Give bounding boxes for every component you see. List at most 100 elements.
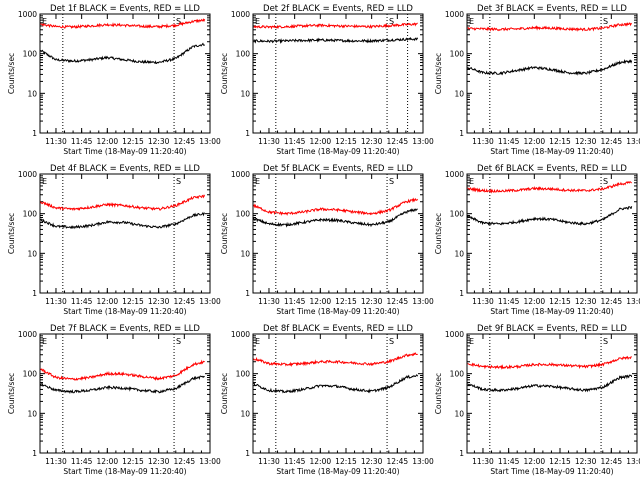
x-tick-label: 12:45 (601, 297, 623, 306)
x-tick-label: 13:00 (626, 297, 640, 306)
panel-title: Det 6f BLACK = Events, RED = LLD (477, 164, 627, 174)
lld-series-line (40, 18, 206, 30)
x-tick-label: 12:30 (148, 457, 170, 466)
x-axis-label: Start Time (18-May-09 11:20:40) (490, 147, 613, 156)
y-tick-label: 10 (240, 409, 250, 418)
x-tick-label: 12:15 (335, 297, 357, 306)
x-tick-label: 11:30 (45, 297, 67, 306)
y-tick-label: 1 (459, 129, 464, 138)
x-tick-label: 12:15 (549, 297, 571, 306)
x-tick-label: 11:45 (498, 137, 520, 146)
y-axis-label: Counts/sec (220, 213, 229, 254)
events-series-line (40, 211, 206, 230)
x-tick-label: 12:45 (174, 457, 196, 466)
x-axis-label: Start Time (18-May-09 11:20:40) (276, 307, 399, 316)
y-tick-label: 1 (459, 289, 464, 298)
x-axis-label: Start Time (18-May-09 11:20:40) (276, 467, 399, 476)
y-tick-label: 10 (240, 249, 250, 258)
x-tick-label: 12:00 (97, 457, 119, 466)
y-axis-label: Counts/sec (7, 53, 16, 94)
marker-e: E (42, 17, 47, 26)
x-tick-label: 12:30 (148, 137, 170, 146)
x-tick-label: 12:30 (575, 297, 597, 306)
y-tick-label: 100 (236, 370, 251, 379)
y-tick-label: 100 (236, 50, 251, 59)
plot-frame (252, 333, 424, 454)
y-tick-label: 10 (454, 89, 464, 98)
x-axis-label: Start Time (18-May-09 11:20:40) (276, 147, 399, 156)
marker-s: S (176, 337, 181, 346)
marker-e: E (255, 177, 260, 186)
x-tick-label: 11:30 (472, 457, 494, 466)
x-tick-label: 12:00 (524, 137, 546, 146)
x-axis-label: Start Time (18-May-09 11:20:40) (490, 467, 613, 476)
y-tick-label: 1000 (231, 170, 250, 179)
x-tick-label: 13:00 (412, 297, 434, 306)
x-axis-label: Start Time (18-May-09 11:20:40) (490, 307, 613, 316)
plot-frame (39, 13, 211, 134)
x-tick-label: 12:00 (524, 457, 546, 466)
x-tick-label: 12:30 (361, 297, 383, 306)
marker-s: S (603, 177, 608, 186)
events-series-line (467, 374, 633, 393)
marker-s: S (389, 17, 394, 26)
x-tick-label: 12:15 (549, 137, 571, 146)
y-axis-label: Counts/sec (7, 373, 16, 414)
panel-title: Det 8f BLACK = Events, RED = LLD (263, 324, 413, 334)
y-tick-label: 100 (236, 210, 251, 219)
x-tick-label: 12:00 (310, 297, 332, 306)
lld-series-line (253, 22, 418, 30)
x-tick-label: 12:00 (310, 137, 332, 146)
x-tick-label: 13:00 (626, 457, 640, 466)
y-tick-label: 10 (454, 409, 464, 418)
y-tick-label: 1 (32, 129, 37, 138)
y-tick-label: 100 (450, 370, 465, 379)
marker-e: E (469, 177, 474, 186)
x-tick-label: 13:00 (412, 457, 434, 466)
y-axis-label: Counts/sec (434, 213, 443, 254)
x-tick-label: 12:30 (361, 137, 383, 146)
x-tick-label: 12:15 (549, 457, 571, 466)
x-tick-label: 12:15 (335, 137, 357, 146)
x-tick-label: 11:30 (45, 457, 67, 466)
y-tick-label: 10 (454, 249, 464, 258)
lld-series-line (253, 197, 419, 216)
x-tick-label: 12:15 (122, 457, 144, 466)
events-series-line (467, 58, 633, 76)
x-tick-label: 12:45 (174, 297, 196, 306)
y-tick-label: 1000 (231, 10, 250, 19)
lld-series-line (253, 352, 418, 367)
x-tick-label: 11:45 (284, 457, 306, 466)
y-axis-label: Counts/sec (7, 213, 16, 254)
x-tick-label: 12:45 (601, 137, 623, 146)
y-tick-label: 1 (245, 129, 250, 138)
events-series-line (253, 36, 419, 45)
x-tick-label: 12:45 (174, 137, 196, 146)
y-axis-label: Counts/sec (220, 53, 229, 94)
y-tick-label: 1 (245, 289, 250, 298)
x-tick-label: 11:30 (45, 137, 67, 146)
marker-e: E (42, 177, 47, 186)
x-tick-label: 11:30 (258, 297, 280, 306)
panel-title: Det 5f BLACK = Events, RED = LLD (263, 164, 413, 174)
plot-frame (39, 333, 211, 454)
x-tick-label: 13:00 (199, 457, 221, 466)
y-tick-label: 1 (459, 449, 464, 458)
x-tick-label: 11:45 (284, 297, 306, 306)
marker-e: E (42, 337, 47, 346)
marker-e: E (469, 337, 474, 346)
y-tick-label: 10 (240, 89, 250, 98)
panel-title: Det 4f BLACK = Events, RED = LLD (50, 164, 200, 174)
y-tick-label: 1 (245, 449, 250, 458)
x-tick-label: 12:00 (310, 457, 332, 466)
events-series-line (467, 206, 633, 227)
x-tick-label: 12:45 (387, 137, 409, 146)
y-tick-label: 10 (27, 249, 37, 258)
y-tick-label: 1000 (445, 170, 464, 179)
y-tick-label: 10 (27, 89, 37, 98)
events-series-line (253, 374, 419, 394)
y-tick-label: 1 (32, 449, 37, 458)
y-tick-label: 100 (23, 210, 38, 219)
y-tick-label: 1000 (445, 330, 464, 339)
